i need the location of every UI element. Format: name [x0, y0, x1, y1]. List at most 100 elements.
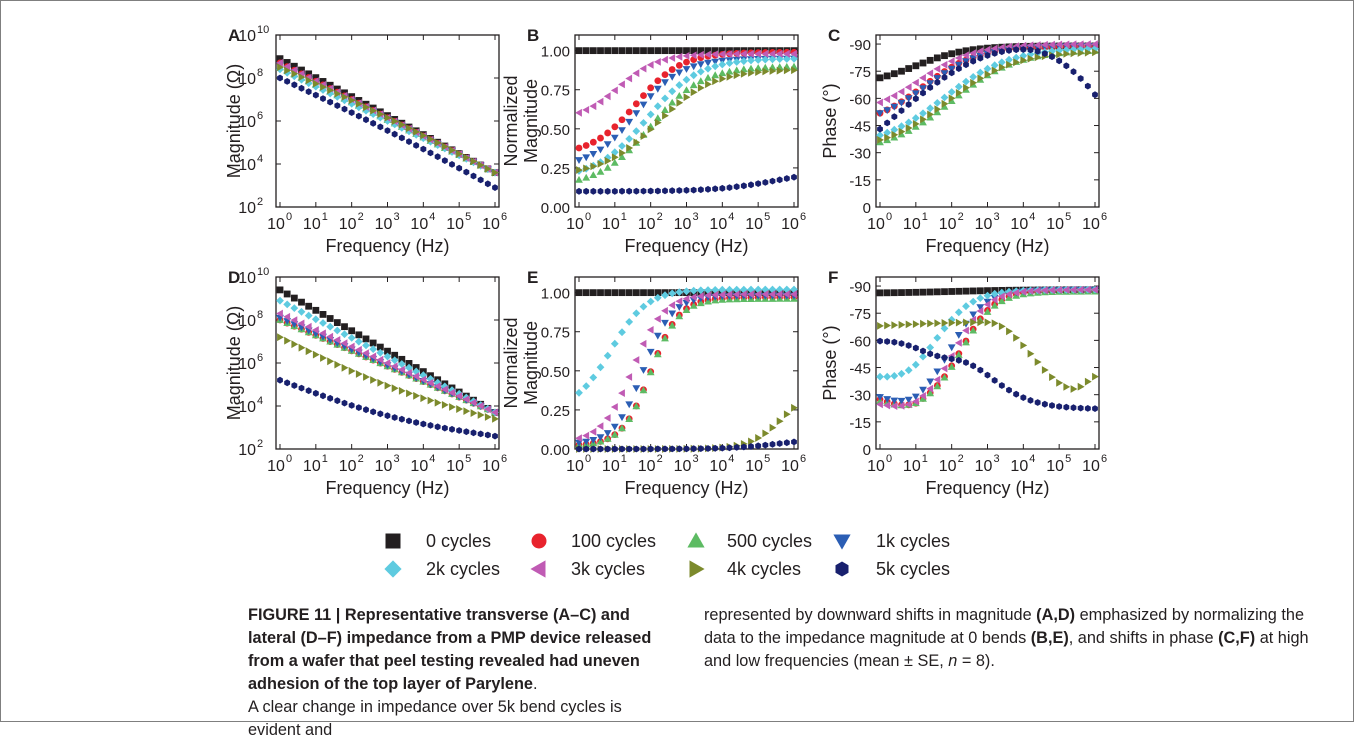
- data-point: [905, 320, 913, 329]
- data-point: [632, 402, 641, 410]
- data-point: [926, 69, 934, 78]
- data-point: [582, 106, 590, 114]
- data-point: [653, 350, 662, 358]
- data-point: [661, 106, 669, 113]
- data-point: [1056, 57, 1063, 65]
- data-point: [283, 59, 291, 66]
- data-point: [377, 410, 384, 418]
- data-point: [970, 78, 978, 87]
- data-point: [305, 88, 312, 96]
- data-point: [603, 141, 612, 148]
- data-point: [726, 184, 733, 191]
- data-point: [1092, 372, 1099, 381]
- y-tick-label: 10: [238, 313, 256, 330]
- data-point: [934, 78, 941, 86]
- data-point: [653, 102, 662, 111]
- x-tick-label: 10: [303, 216, 321, 233]
- data-point: [618, 142, 626, 150]
- data-point: [947, 363, 956, 370]
- data-point: [277, 333, 284, 342]
- data-point: [426, 378, 434, 387]
- data-point: [748, 443, 754, 450]
- data-point: [640, 445, 647, 453]
- y-tick-label: 0: [863, 200, 871, 217]
- y-tick-exponent: 6: [257, 110, 263, 122]
- x-tick-exponent: 6: [800, 453, 806, 465]
- data-point: [575, 289, 583, 297]
- data-point: [733, 183, 740, 191]
- data-point: [876, 110, 884, 117]
- y-tick-label: 0.50: [541, 122, 570, 139]
- data-point: [603, 430, 612, 437]
- data-point: [762, 441, 769, 449]
- data-point: [354, 345, 362, 354]
- data-point: [582, 47, 590, 55]
- data-point: [298, 73, 306, 81]
- data-point: [689, 293, 697, 301]
- data-point: [427, 396, 435, 405]
- data-point: [768, 49, 776, 58]
- y-tick-label: -15: [849, 415, 871, 432]
- data-point: [333, 319, 341, 326]
- data-point: [1069, 40, 1077, 49]
- data-point: [589, 47, 597, 55]
- data-point: [696, 77, 705, 85]
- y-tick-label: 0.75: [541, 325, 570, 342]
- data-point: [341, 363, 349, 372]
- data-point: [954, 332, 963, 339]
- data-point: [610, 403, 618, 411]
- data-point: [305, 302, 313, 310]
- caption-left-end: .: [533, 675, 538, 693]
- data-point: [589, 138, 597, 146]
- x-tick-exponent: 3: [993, 453, 999, 465]
- legend-label: 2k cycles: [426, 559, 500, 579]
- x-tick-exponent: 3: [393, 211, 399, 223]
- legend-item: 100 cycles: [531, 531, 656, 551]
- data-point: [776, 66, 784, 75]
- data-point: [597, 134, 604, 142]
- data-point: [682, 287, 691, 296]
- data-point: [948, 318, 956, 327]
- series-5k-cycles: [277, 376, 498, 440]
- data-point: [675, 288, 684, 297]
- legend-label: 500 cycles: [727, 531, 812, 551]
- data-point: [1027, 54, 1035, 63]
- data-point: [689, 81, 698, 89]
- caption-left-rest: A clear change in impedance over 5k bend…: [248, 698, 622, 739]
- data-point: [384, 113, 392, 122]
- data-point: [761, 55, 770, 64]
- x-tick-label: 10: [1082, 216, 1100, 233]
- data-point: [977, 74, 985, 83]
- data-point: [941, 288, 948, 296]
- data-point: [898, 127, 906, 136]
- data-point: [582, 382, 591, 390]
- x-tick-exponent: 3: [692, 453, 698, 465]
- data-point: [947, 344, 956, 352]
- data-point: [675, 69, 684, 77]
- data-point: [983, 300, 991, 309]
- x-tick-exponent: 0: [886, 453, 892, 465]
- data-point: [919, 85, 927, 93]
- data-point: [969, 73, 978, 81]
- data-point: [291, 382, 298, 389]
- legend-marker-triangle-up: [687, 532, 705, 548]
- caption-right-text: , and shifts in phase: [1068, 629, 1219, 647]
- data-point: [604, 289, 612, 297]
- data-point: [1092, 405, 1098, 412]
- data-point: [419, 375, 427, 384]
- data-point: [970, 362, 977, 370]
- data-point: [711, 62, 720, 71]
- data-point: [876, 289, 884, 297]
- series-3k-cycles: [575, 290, 797, 443]
- data-point: [675, 52, 683, 61]
- data-point: [312, 306, 320, 314]
- series-5k-cycles: [877, 337, 1098, 412]
- data-point: [998, 48, 1005, 56]
- data-point: [877, 125, 883, 133]
- data-point: [646, 61, 654, 69]
- x-tick-exponent: 2: [358, 211, 364, 223]
- data-point: [291, 340, 299, 349]
- data-point: [619, 187, 625, 195]
- legend-item: 0 cycles: [385, 531, 491, 551]
- x-tick-label: 10: [867, 458, 885, 475]
